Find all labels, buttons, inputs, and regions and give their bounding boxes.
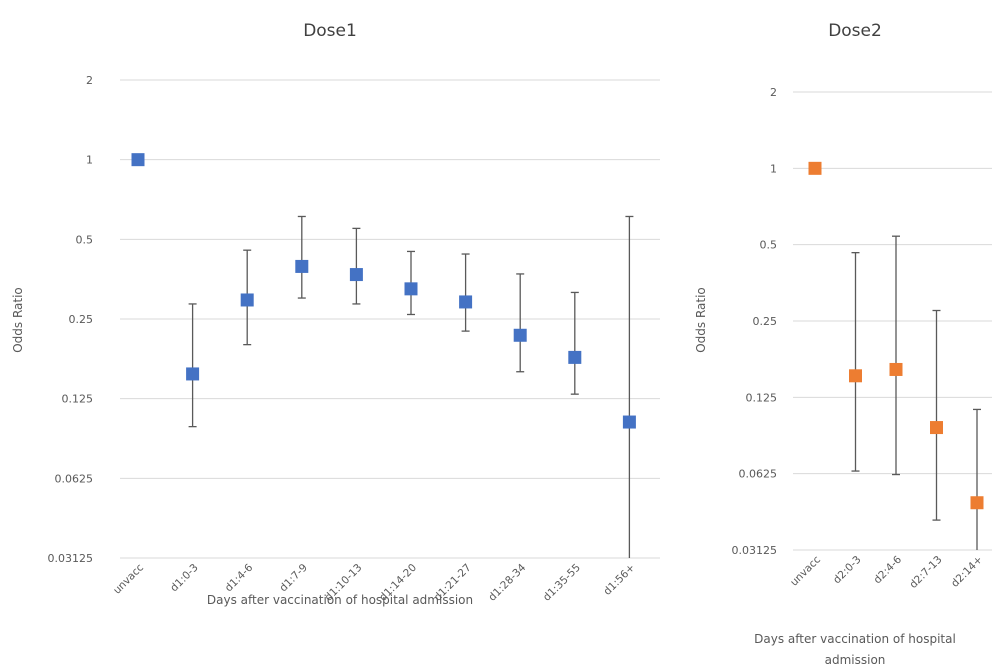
x-tick-label: unvacc [788,553,823,588]
y-tick-label: 2 [86,74,93,87]
y-tick-label: 1 [770,162,777,175]
data-point [295,259,309,273]
data-point [930,421,943,435]
x-tick-label: d1:28-34 [486,561,528,603]
chart-1: 2 1 0.5 0.25 0.125 0.0625 0.03125 Dose1 Odds Rat… [11,21,660,607]
x-tick-label: d1:56+ [601,562,637,598]
data-point [889,362,903,376]
y-tick-label: 0.25 [753,315,778,328]
data-point [131,153,145,167]
y-tick-label: 0.03125 [48,552,94,565]
x-tick-label: d2:7-13 [907,554,944,591]
data-point [808,161,822,175]
chart-title: Dose2 [828,21,882,41]
y-tick-label: 0.125 [62,393,94,406]
data-point [240,293,254,307]
data-point [622,415,636,429]
x-tick-label: d1:4-6 [223,561,256,594]
data-point [404,282,418,296]
data-point [568,350,582,364]
y-tick-label: 0.0625 [739,468,778,481]
x-tick-label: d1:35-55 [541,562,583,604]
x-axis-label: Days after vaccination of hospital admiss… [754,632,956,667]
y-axis-label: Odds Ratio [11,287,25,353]
chart-title: Dose1 [303,21,357,41]
y-tick-label: 0.5 [76,233,94,246]
y-tick-label: 0.5 [760,239,778,252]
x-tick-label: unvacc [111,561,146,596]
data-point [349,268,363,282]
y-tick-label: 0.125 [746,391,778,404]
data-point [513,328,527,342]
data-point [186,367,200,381]
y-tick-label: 0.25 [69,313,94,326]
x-tick-label: d2:0-3 [831,554,864,587]
data-point [849,369,862,383]
y-axis-label: Odds Ratio [694,287,708,353]
x-tick-label: d2:14+ [949,554,985,590]
data-point [459,295,473,309]
x-axis-label: Days after vaccination of hospital admis… [207,593,473,607]
data-point [970,496,984,510]
x-tick-label: d1:7-9 [277,562,310,595]
y-tick-label: 0.03125 [732,544,778,557]
x-tick-label: d2:4-6 [872,553,905,586]
y-tick-label: 0.0625 [55,472,94,485]
y-tick-label: 1 [86,154,93,167]
chart-2: 2 1 0.5 0.25 0.125 0.0625 0.03125 Dose2 Odds Rat… [694,21,992,667]
x-tick-label: d1:0-3 [168,562,201,595]
y-tick-label: 2 [770,86,777,99]
